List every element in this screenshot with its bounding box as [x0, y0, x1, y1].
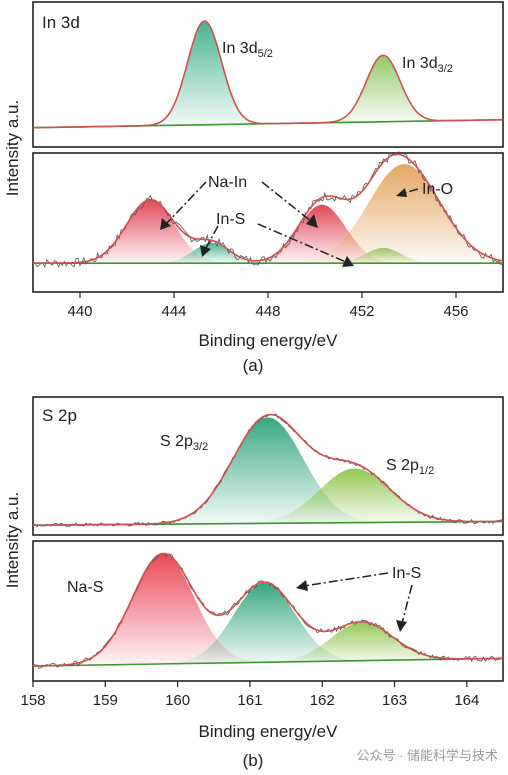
- x-tick-label-a-452: 452: [349, 303, 374, 320]
- a-top-envelope: [33, 20, 504, 129]
- panel-b-x-axis: 158 159 160 161 162 163 164: [20, 681, 479, 709]
- annotation-na-in: Na-In: [208, 174, 247, 191]
- x-tick-label-a-440: 440: [67, 303, 92, 320]
- a-bottom-peak-1: [119, 242, 304, 264]
- annotation-in-s-b: In-S: [392, 565, 421, 582]
- arrow-in-s-b-left: [303, 572, 389, 587]
- a-top-peak-1: [295, 55, 470, 124]
- panel-a-y-label: Intensity a.u.: [3, 100, 22, 196]
- x-tick-label-a-456: 456: [443, 303, 468, 320]
- peak-label-in3d32-sub: 3/2: [438, 63, 453, 75]
- x-tick-label-a-444: 444: [161, 303, 186, 320]
- annotation-na-s: Na-S: [67, 579, 103, 596]
- x-tick-label-b-160: 160: [165, 692, 190, 709]
- arrow-in-o: [403, 188, 419, 194]
- arrow-in-s-b-down: [401, 584, 413, 624]
- watermark: 公众号 · 储能科学与技术: [356, 748, 498, 763]
- peak-label-in3d32-main: In 3d: [402, 55, 438, 72]
- arrowhead-in-s-right: [342, 256, 354, 267]
- arrowhead-in-s-b-down: [396, 620, 407, 632]
- arrow-na-in-left: [165, 181, 207, 225]
- b-bottom-peak-0: [33, 553, 321, 666]
- panel-b-y-label: Intensity a.u.: [3, 492, 22, 588]
- panel-a-x-label: Binding energy/eV: [199, 331, 339, 350]
- panel-b-top-frame: [32, 396, 504, 536]
- x-tick-label-b-162: 162: [310, 692, 335, 709]
- arrowhead-na-in-right: [306, 214, 318, 228]
- arrow-in-s-left: [205, 225, 219, 249]
- b-bottom-background-line: [32, 657, 504, 667]
- b-bottom-peak-2: [203, 622, 503, 664]
- annotation-in-o: In-O: [422, 181, 453, 198]
- peak-label-s2p12-sub: 1/2: [419, 465, 434, 477]
- b-bottom-peak-1: [105, 582, 423, 665]
- x-tick-label-b-161: 161: [237, 692, 262, 709]
- a-bottom-peak-4: [219, 164, 503, 264]
- b-top-envelope: [33, 413, 503, 526]
- panel-a-top-frame: [32, 1, 504, 148]
- panel-b-caption: (b): [243, 751, 264, 770]
- peak-label-s2p32-main: S 2p: [160, 433, 193, 450]
- b-top-peak-1: [172, 468, 503, 525]
- arrow-na-in-right: [261, 181, 313, 223]
- x-tick-label-b-163: 163: [382, 692, 407, 709]
- peak-label-in3d52-main: In 3d: [222, 40, 258, 57]
- panel-b-bottom-plot: [32, 552, 504, 669]
- x-tick-label-b-159: 159: [93, 692, 118, 709]
- arrowhead-na-in-left: [160, 218, 171, 230]
- arrowhead-in-s-left: [200, 245, 211, 257]
- a-bottom-peak-0: [33, 199, 274, 264]
- panel-a-x-axis: 440 444 448 452 456: [67, 292, 469, 320]
- panel-a-bottom-plot: [32, 151, 504, 268]
- a-bottom-peak-2: [199, 204, 445, 264]
- peak-label-in3d32: In 3d3/2: [402, 55, 453, 75]
- arrowhead-in-o: [396, 188, 407, 197]
- x-tick-label-b-158: 158: [20, 692, 45, 709]
- arrowhead-in-s-b-left: [296, 580, 308, 591]
- panel-b-top-plot: [32, 413, 504, 528]
- annotation-arrows-a: [160, 181, 419, 267]
- peak-label-in3d52: In 3d5/2: [222, 40, 273, 60]
- b-bottom-envelope: [33, 552, 503, 667]
- peak-label-s2p12: S 2p1/2: [386, 457, 434, 477]
- b-top-peak-0: [85, 417, 451, 525]
- annotation-arrows-b: [296, 572, 413, 632]
- x-tick-label-b-164: 164: [454, 692, 479, 709]
- panel-b: 158 159 160 161 162 163 164 S 2p S 2p3/2 S 2p1…: [3, 396, 504, 770]
- a-bottom-envelope: [33, 153, 504, 264]
- panel-b-bottom-frame: [32, 540, 504, 682]
- peak-label-s2p32-sub: 3/2: [193, 441, 208, 453]
- x-tick-label-a-448: 448: [255, 303, 280, 320]
- peak-label-s2p32: S 2p3/2: [160, 433, 208, 453]
- panel-a-label: In 3d: [42, 13, 80, 32]
- peak-label-in3d52-sub: 5/2: [258, 48, 273, 60]
- panel-b-label: S 2p: [42, 406, 77, 425]
- annotation-in-s-a: In-S: [216, 211, 245, 228]
- peak-label-s2p12-main: S 2p: [386, 457, 419, 474]
- a-top-peak-0: [117, 21, 292, 127]
- panel-b-x-label: Binding energy/eV: [199, 722, 339, 741]
- panel-a-top-plot: [32, 20, 504, 129]
- panel-a-caption: (a): [243, 356, 264, 375]
- arrow-in-s-right: [257, 223, 347, 263]
- panel-a: 440 444 448 452 456 In 3d In 3d5/2 In 3d3/2 …: [3, 1, 504, 375]
